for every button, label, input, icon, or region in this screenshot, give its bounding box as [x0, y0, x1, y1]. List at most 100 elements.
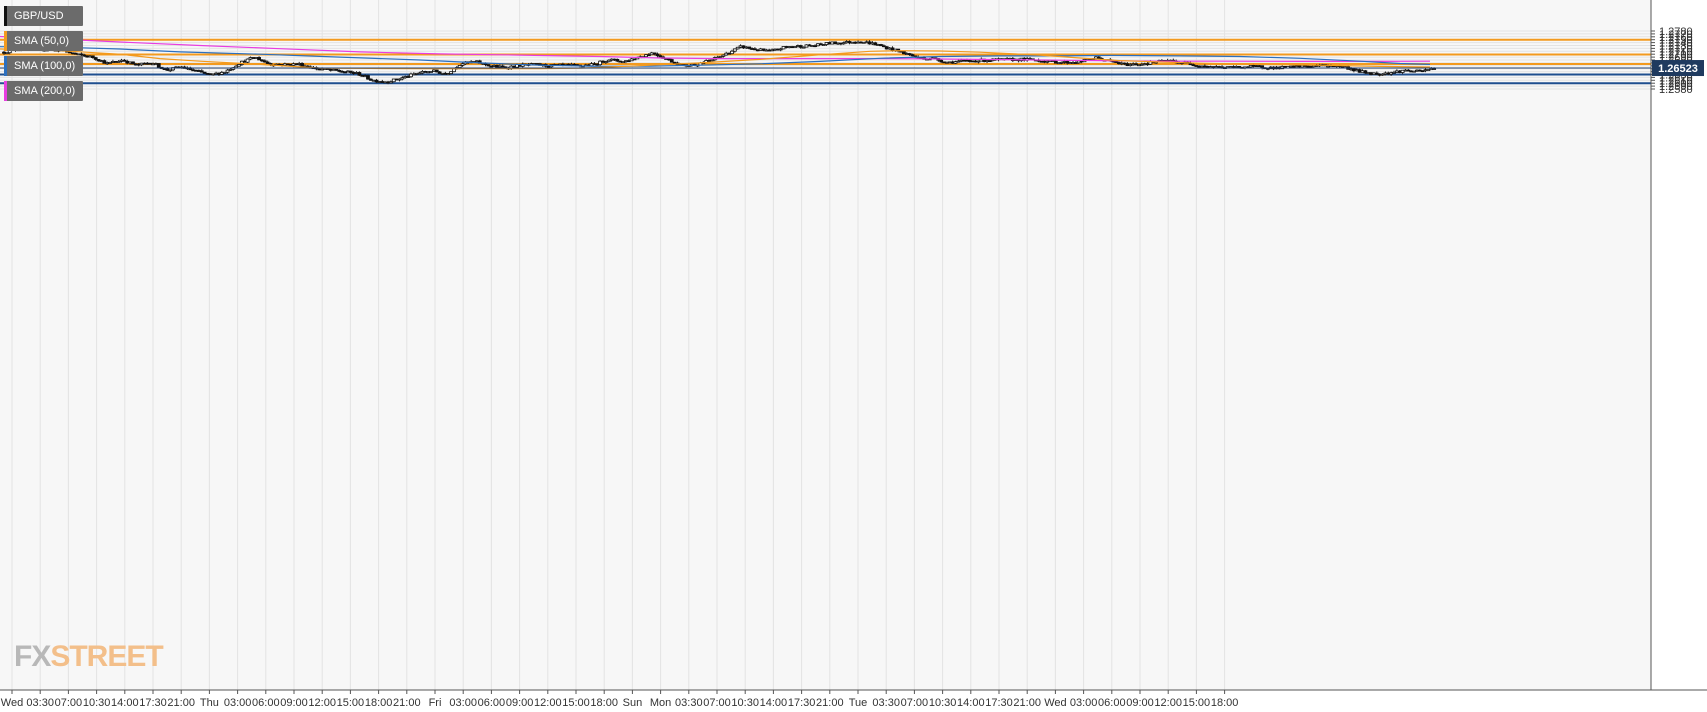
x-tick-label: Fri: [429, 697, 442, 709]
y-tick-label: 1.2700: [1659, 49, 1693, 61]
x-tick-label: 03:30: [872, 697, 900, 709]
candle-body: [245, 58, 250, 63]
y-tick-label: 1.2590: [1659, 81, 1693, 93]
candle-body: [718, 55, 723, 58]
candle-body: [90, 55, 95, 59]
candle-body: [1374, 72, 1379, 75]
candle-body: [1096, 56, 1101, 59]
x-tick-label: 14:00: [760, 697, 788, 709]
time-axis: Wed 03:30 07:00 10:30 14:00 17:30 21:00 Thu 03:0…: [0, 689, 1707, 709]
y-tick-label: 1.2720: [1659, 43, 1693, 55]
legend-swatch: [4, 56, 7, 76]
candle-body: [434, 69, 439, 73]
legend-item-sma100[interactable]: SMA (100,0): [4, 56, 84, 76]
candle-body: [108, 61, 112, 64]
candle-body: [368, 78, 373, 81]
candle-body: [437, 71, 442, 74]
price-axis: 1.25801.25901.26001.26101.26201.26301.26…: [1650, 0, 1693, 690]
plot-background: [0, 0, 1651, 690]
y-tick-label: 1.2750: [1659, 35, 1693, 47]
x-tick-label: 12:00: [308, 697, 336, 709]
x-tick-label: 17:30: [985, 697, 1013, 709]
candle-body: [1363, 70, 1368, 74]
candle-body: [357, 72, 362, 76]
x-tick-label: 09:00: [280, 697, 308, 709]
candle-body: [400, 77, 405, 80]
candle-body: [446, 73, 451, 75]
legend: GBP/USD SMA (50,0) SMA (100,0) SMA (200,…: [4, 6, 84, 106]
candle-body: [334, 68, 339, 71]
candle-body: [168, 69, 173, 72]
candle-body: [131, 61, 135, 65]
legend-item-gbpusd[interactable]: GBP/USD: [4, 6, 84, 26]
sma-200-line: [0, 35, 1431, 62]
candle-body: [1053, 60, 1058, 64]
x-tick-label: 03:00: [449, 697, 477, 709]
candle-body: [429, 71, 433, 73]
candle-body: [798, 45, 803, 48]
x-tick-label: 06:00: [478, 697, 506, 709]
x-tick-label: Wed: [1044, 697, 1066, 709]
candle-body: [606, 59, 611, 63]
candle-body: [1380, 73, 1385, 76]
candle-body: [237, 64, 241, 67]
candle-body: [902, 51, 906, 55]
x-tick-label: 10:30: [929, 697, 957, 709]
candle-body: [374, 79, 379, 83]
x-tick-label: 14:00: [957, 697, 985, 709]
sma-50-line: [0, 48, 1431, 70]
candle-body: [710, 59, 714, 62]
candle-body: [669, 59, 674, 63]
candle-body: [389, 81, 393, 84]
x-tick-label: 03:00: [1070, 697, 1098, 709]
x-tick-label: Wed: [1, 697, 23, 709]
candle-body: [348, 70, 353, 73]
candle-body: [116, 60, 121, 63]
fxstreet-logo: FXSTREET: [14, 640, 164, 673]
legend-item-sma200[interactable]: SMA (200,0): [4, 81, 84, 101]
x-tick-label: 15:00: [337, 697, 365, 709]
candle-body: [1114, 61, 1118, 63]
x-tick-label: 03:30: [675, 697, 703, 709]
candle-body: [879, 44, 883, 47]
x-tick-label: 06:00: [1098, 697, 1126, 709]
legend-item-sma50[interactable]: SMA (50,0): [4, 31, 84, 51]
x-tick-label: 09:00: [1126, 697, 1154, 709]
x-tick-label: 18:00: [590, 697, 618, 709]
x-tick-label: 21:00: [167, 697, 195, 709]
y-tick-label: 1.2600: [1659, 78, 1693, 90]
candle-body: [752, 48, 757, 51]
candle-body: [1237, 66, 1242, 68]
candle-body: [337, 69, 342, 72]
candle-body: [460, 63, 465, 66]
legend-swatch: [4, 81, 7, 101]
candle-body: [988, 60, 992, 62]
moving-averages: [0, 35, 1431, 70]
candle-body: [976, 60, 981, 63]
candle-body: [93, 57, 98, 60]
candle-body: [841, 42, 846, 45]
candle-body: [881, 45, 886, 48]
x-tick-label: 15:00: [562, 697, 590, 709]
candle-body: [265, 61, 270, 64]
candle-body: [300, 63, 304, 67]
y-tick-label: 1.2710: [1659, 46, 1693, 58]
x-tick-label: 21:00: [1013, 697, 1041, 709]
y-tick-label: 1.2740: [1659, 38, 1693, 50]
y-tick-label: 1.2760: [1659, 32, 1693, 44]
x-tick-label: 14:00: [111, 697, 139, 709]
x-tick-label: 12:00: [1154, 697, 1182, 709]
candle-body: [1426, 69, 1431, 72]
legend-label: GBP/USD: [14, 10, 64, 22]
candle-body: [96, 59, 101, 62]
x-tick-label: 07:00: [55, 697, 83, 709]
x-tick-label: 18:00: [1211, 697, 1239, 709]
candle-body: [821, 44, 826, 46]
y-tick-label: 1.2770: [1659, 29, 1693, 41]
candle-body: [156, 63, 161, 68]
x-tick-label: 18:00: [365, 697, 393, 709]
y-tick-label: 1.2610: [1659, 75, 1693, 87]
candle-body: [262, 60, 267, 63]
candle-body: [632, 58, 637, 61]
